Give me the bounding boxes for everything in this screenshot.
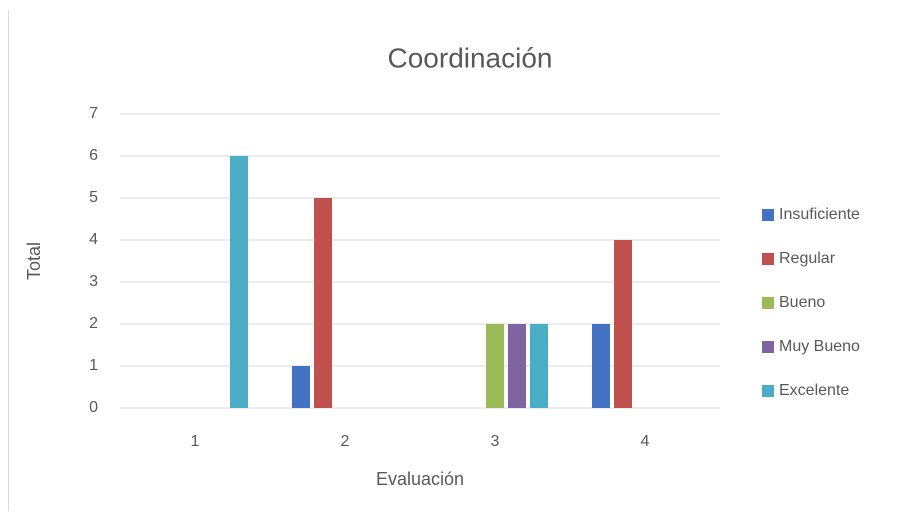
legend-label: Regular xyxy=(779,250,836,267)
legend-swatch xyxy=(762,385,774,397)
legend-label: Insuficiente xyxy=(779,206,860,223)
legend-swatch xyxy=(762,341,774,353)
y-tick-label: 0 xyxy=(89,399,98,416)
y-tick-label: 2 xyxy=(89,315,98,332)
bar xyxy=(508,324,526,408)
y-tick-label: 7 xyxy=(89,105,98,122)
y-axis-label: Total xyxy=(24,242,44,280)
y-tick-label: 4 xyxy=(89,231,98,248)
bar xyxy=(530,324,548,408)
y-tick-label: 5 xyxy=(89,189,98,206)
x-tick-label: 3 xyxy=(491,433,500,450)
legend-swatch xyxy=(762,297,774,309)
bar xyxy=(230,156,248,408)
bar xyxy=(592,324,610,408)
legend-swatch xyxy=(762,253,774,265)
chart-title: Coordinación xyxy=(388,42,553,73)
x-tick-label: 4 xyxy=(641,433,650,450)
x-tick-label: 2 xyxy=(341,433,350,450)
legend-label: Bueno xyxy=(779,294,825,311)
bar xyxy=(614,240,632,408)
legend-label: Excelente xyxy=(779,382,849,399)
y-tick-label: 1 xyxy=(89,357,98,374)
bar xyxy=(486,324,504,408)
y-tick-label: 3 xyxy=(89,273,98,290)
x-axis-label: Evaluación xyxy=(376,469,464,489)
bar xyxy=(314,198,332,408)
bar xyxy=(292,366,310,408)
legend-label: Muy Bueno xyxy=(779,338,860,355)
y-tick-label: 6 xyxy=(89,147,98,164)
legend-swatch xyxy=(762,209,774,221)
x-tick-label: 1 xyxy=(191,433,200,450)
